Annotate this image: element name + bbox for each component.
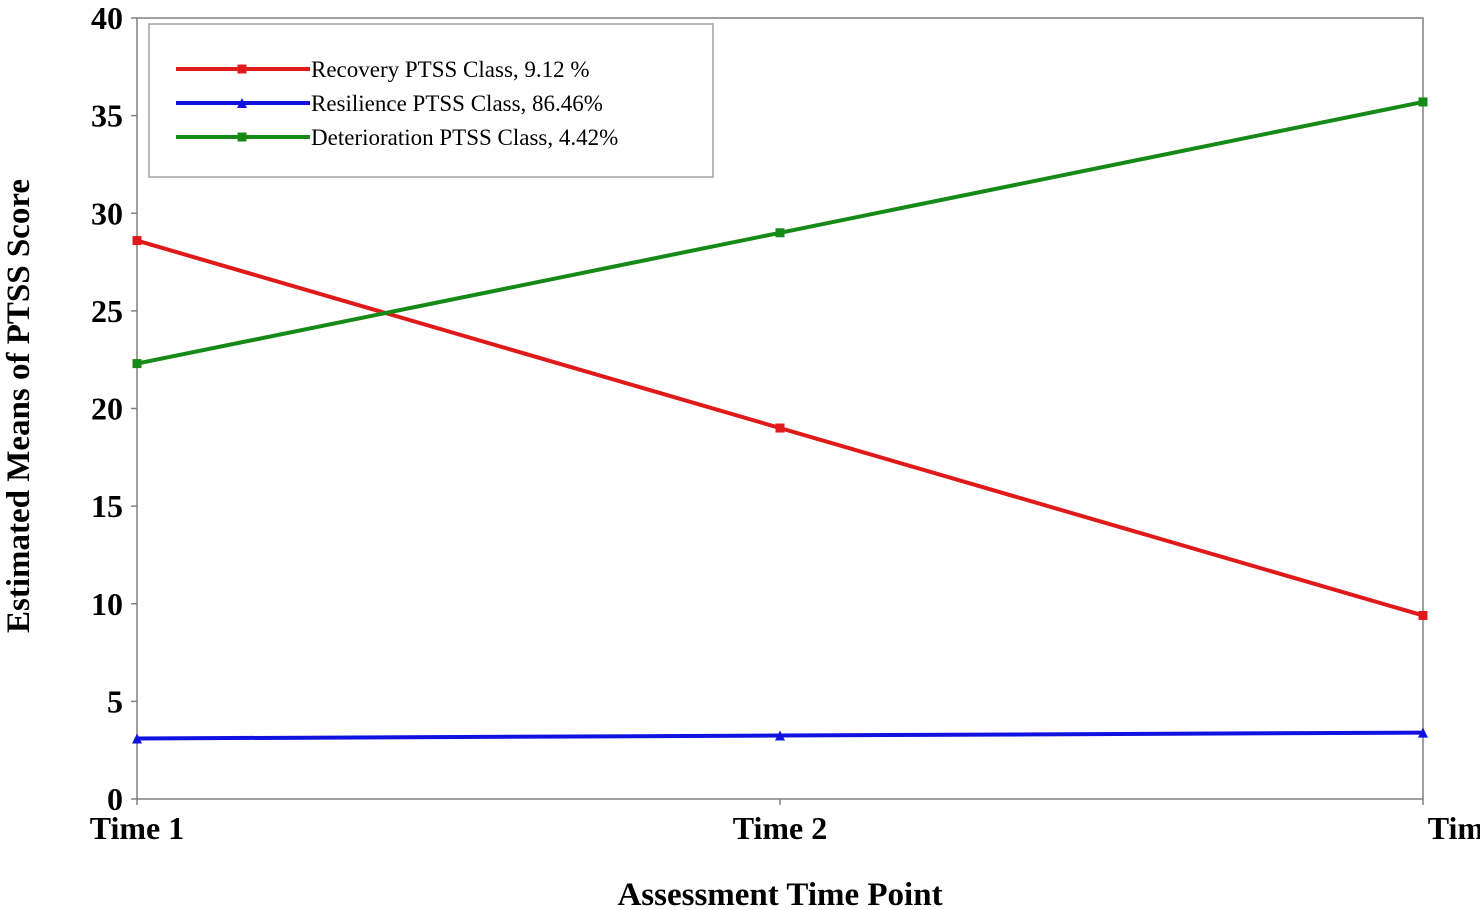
y-axis-title: Estimated Means of PTSS Score bbox=[1, 179, 37, 633]
legend-marker bbox=[237, 98, 247, 108]
y-tick-label: 5 bbox=[107, 683, 123, 719]
x-tick-label: Time 1 bbox=[90, 810, 185, 846]
x-axis: Time 1 Time 2 Time 3 bbox=[90, 799, 1480, 846]
legend-label: Deterioration PTSS Class, 4.42% bbox=[311, 125, 618, 150]
data-point bbox=[132, 236, 142, 246]
y-axis: 0 5 10 15 20 25 30 35 40 bbox=[91, 0, 137, 817]
data-point bbox=[132, 733, 142, 744]
legend-label: Recovery PTSS Class, 9.12 % bbox=[311, 57, 590, 82]
y-tick-label: 20 bbox=[91, 391, 123, 427]
x-tick-label: Time 3 bbox=[1428, 810, 1480, 846]
series-1 bbox=[132, 236, 1428, 620]
data-point bbox=[1418, 727, 1428, 738]
y-tick-label: 15 bbox=[91, 488, 123, 524]
data-point bbox=[775, 730, 785, 741]
legend-marker bbox=[237, 132, 247, 142]
data-point bbox=[132, 359, 142, 369]
legend-items: Recovery PTSS Class, 9.12 % Resilience PT… bbox=[176, 57, 618, 150]
legend-marker bbox=[237, 64, 247, 74]
series-layer bbox=[132, 97, 1428, 744]
legend-item: Resilience PTSS Class, 86.46% bbox=[176, 91, 603, 116]
data-point bbox=[775, 423, 785, 433]
x-tick-label: Time 2 bbox=[733, 810, 828, 846]
series-3 bbox=[132, 97, 1428, 369]
y-tick-label: 10 bbox=[91, 586, 123, 622]
legend: Recovery PTSS Class, 9.12 % Resilience PT… bbox=[148, 23, 714, 178]
y-tick-label: 25 bbox=[91, 293, 123, 329]
legend-item: Deterioration PTSS Class, 4.42% bbox=[176, 125, 618, 150]
legend-label: Resilience PTSS Class, 86.46% bbox=[311, 91, 603, 116]
y-tick-label: 0 bbox=[107, 781, 123, 817]
y-tick-label: 35 bbox=[91, 98, 123, 134]
series-2 bbox=[132, 727, 1428, 744]
y-tick-label: 30 bbox=[91, 195, 123, 231]
data-point bbox=[1418, 610, 1428, 620]
data-point bbox=[1418, 97, 1428, 107]
y-tick-label: 40 bbox=[91, 0, 123, 36]
legend-item: Recovery PTSS Class, 9.12 % bbox=[176, 57, 590, 82]
data-point bbox=[775, 228, 785, 238]
x-axis-title: Assessment Time Point bbox=[617, 877, 942, 910]
